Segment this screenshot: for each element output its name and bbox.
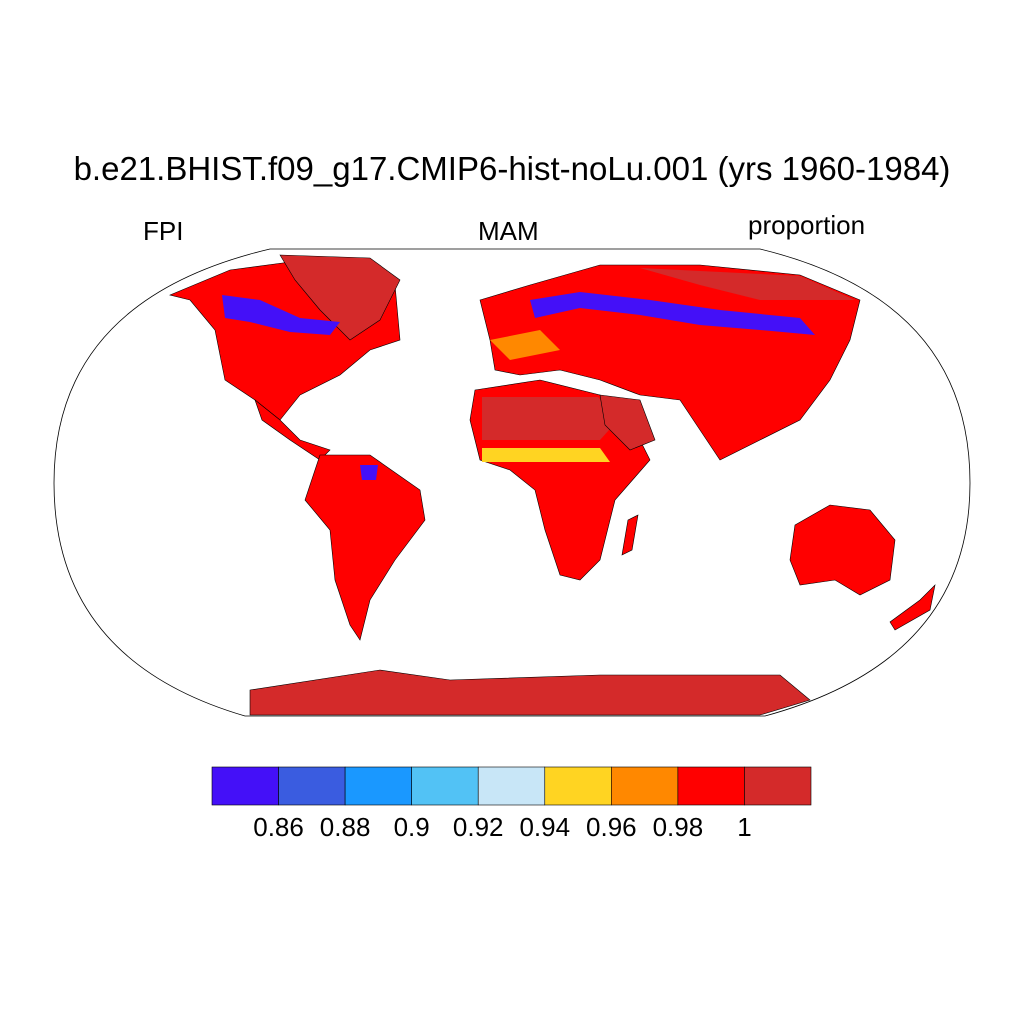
greenland bbox=[279, 254, 401, 341]
colorbar-label: 0.9 bbox=[393, 812, 430, 842]
colorbar-box bbox=[544, 766, 612, 806]
colorbar-box bbox=[611, 766, 679, 806]
colorbar-label: 0.94 bbox=[519, 812, 571, 842]
madagascar bbox=[621, 514, 639, 556]
siberia-blue-band bbox=[530, 292, 815, 335]
plot-title: b.e21.BHIST.f09_g17.CMIP6-hist-noLu.001 … bbox=[73, 150, 951, 187]
arabia bbox=[599, 394, 656, 451]
orange-patch bbox=[490, 330, 560, 360]
colorbar-label: 1 bbox=[737, 812, 752, 842]
colorbar-box bbox=[411, 766, 479, 806]
new-zealand bbox=[889, 584, 936, 631]
colorbar-label: 0.92 bbox=[452, 812, 504, 842]
colorbar-label: 0.86 bbox=[253, 812, 304, 842]
sa-blue-patch bbox=[360, 465, 378, 480]
sahara bbox=[482, 397, 618, 440]
canada-blue-band bbox=[222, 295, 340, 335]
colorbar-box bbox=[211, 766, 279, 806]
colorbar-box bbox=[744, 766, 812, 806]
units-label: proportion bbox=[748, 210, 866, 240]
colorbar-label: 0.98 bbox=[652, 812, 704, 842]
antarctica bbox=[249, 669, 811, 716]
colorbar-label: 0.96 bbox=[586, 812, 637, 842]
colorbar-box bbox=[344, 766, 412, 806]
colorbar-box bbox=[477, 766, 546, 806]
siberia-high bbox=[640, 268, 855, 300]
sahel-yellow-band bbox=[482, 448, 610, 462]
colorbar-box bbox=[677, 766, 745, 806]
variable-label: FPI bbox=[143, 216, 184, 246]
colorbar-label: 0.88 bbox=[319, 812, 371, 842]
colorbar-box bbox=[278, 766, 346, 806]
south-america bbox=[304, 454, 426, 641]
season-label: MAM bbox=[478, 216, 539, 246]
eurasia bbox=[479, 264, 861, 461]
australia bbox=[789, 504, 896, 596]
